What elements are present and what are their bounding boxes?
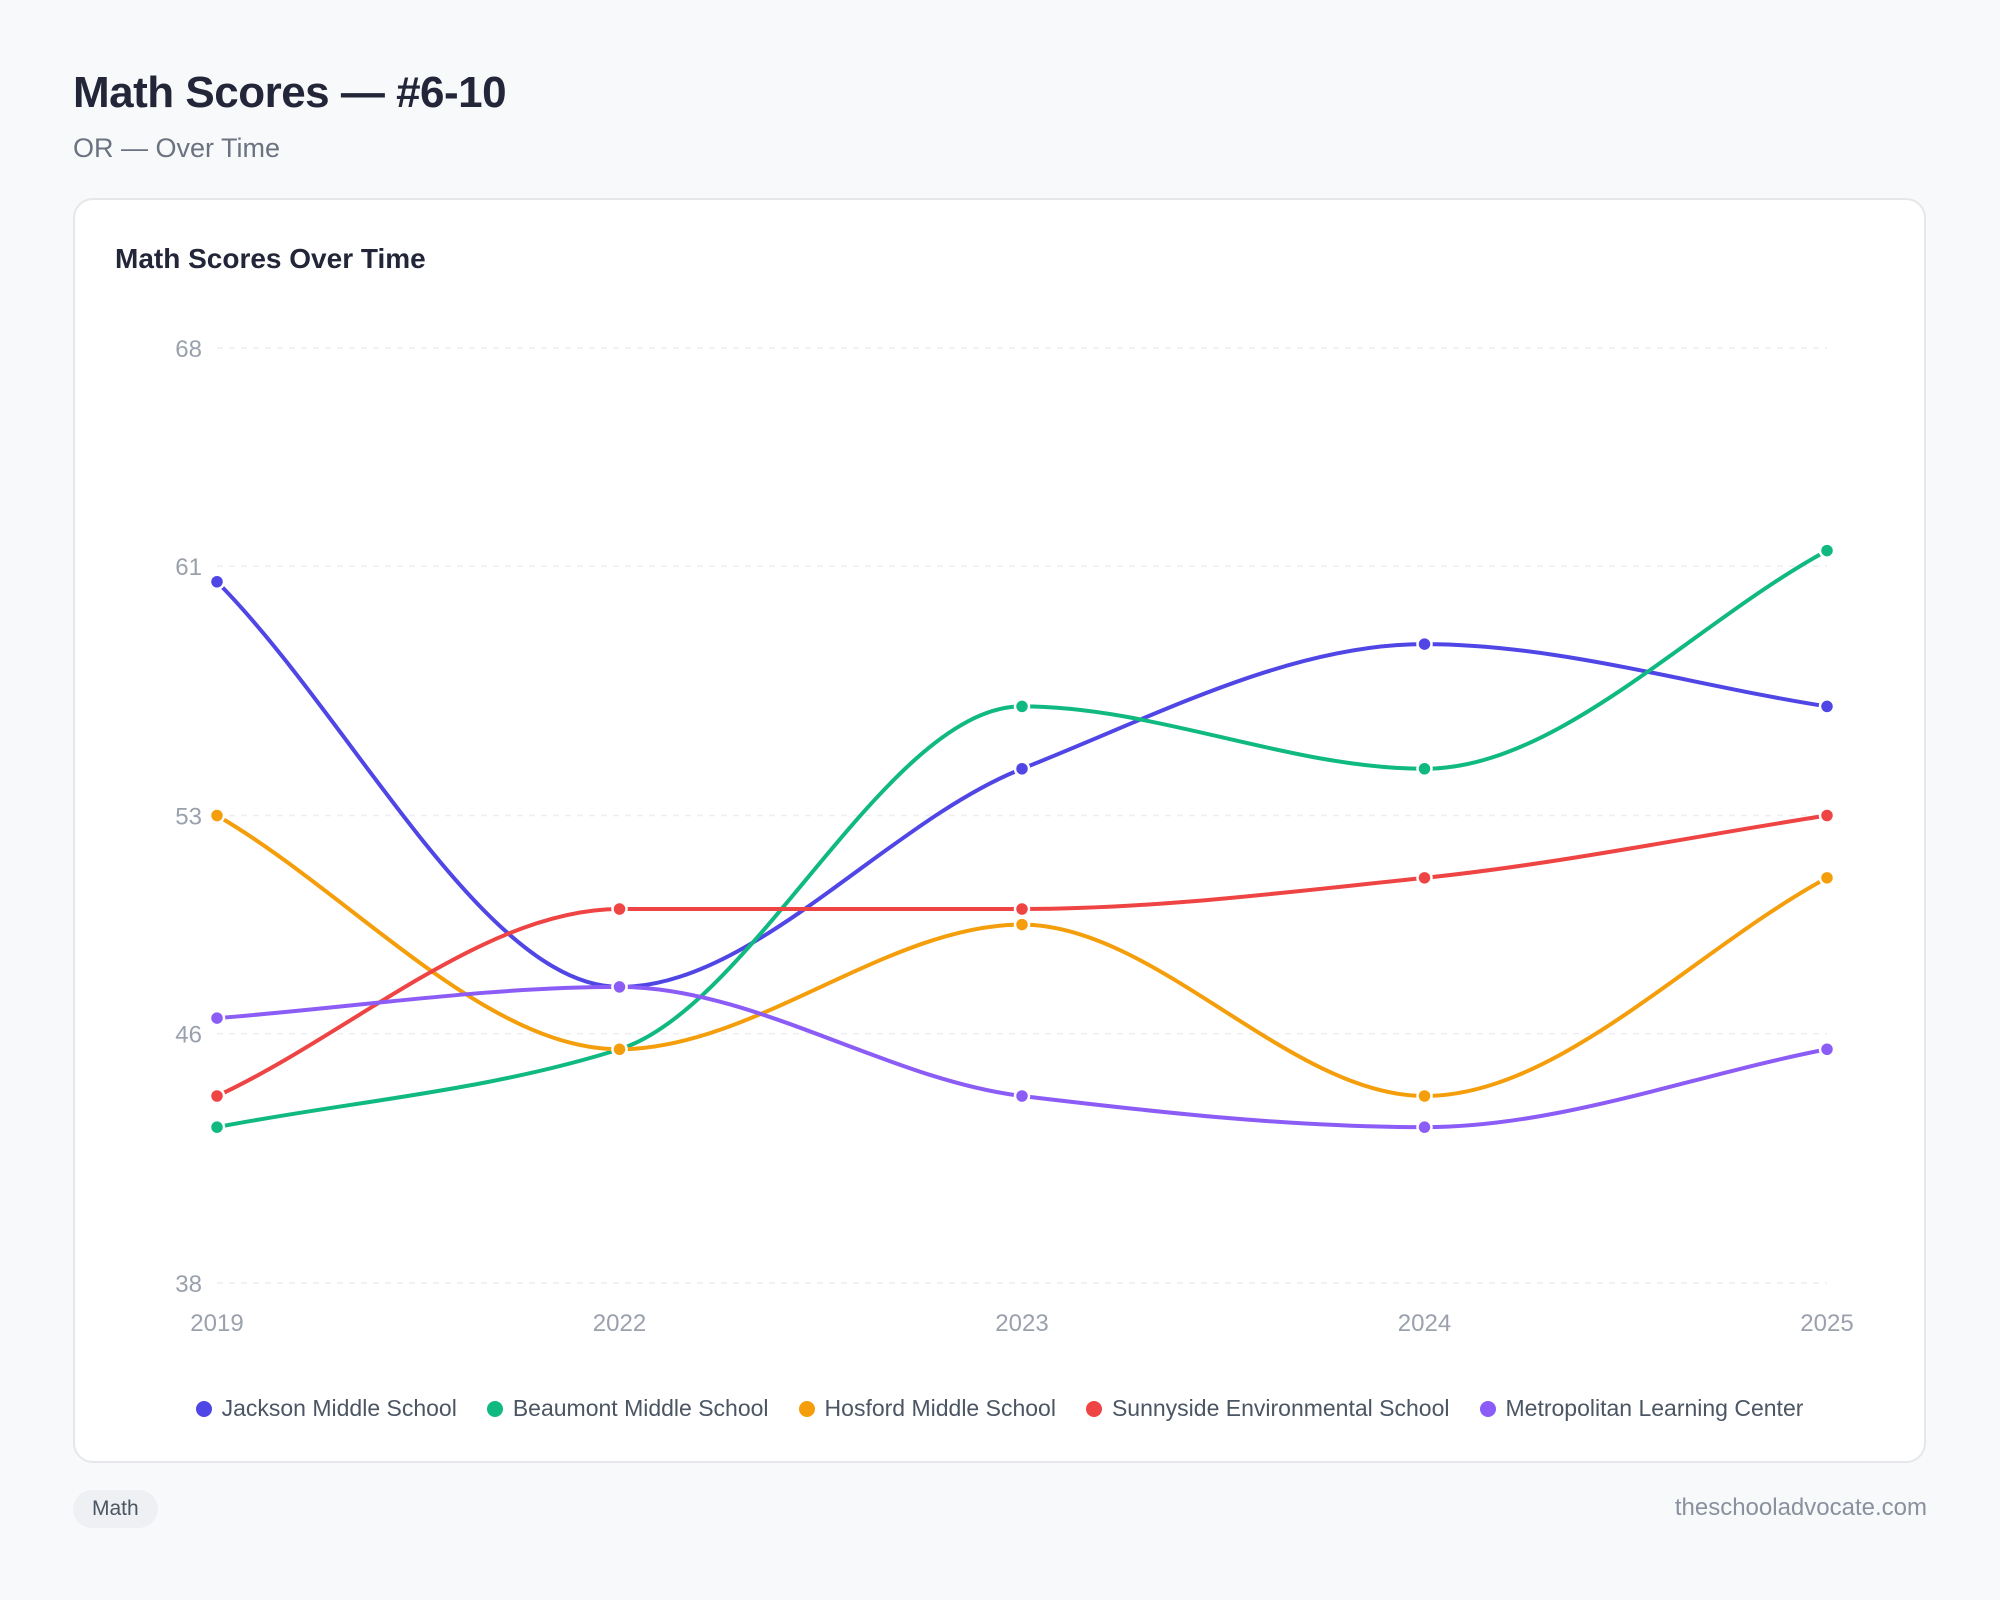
data-point — [1416, 869, 1433, 887]
data-point — [1416, 1087, 1433, 1105]
data-point — [208, 1009, 226, 1027]
x-tick-label: 2025 — [1800, 1310, 1853, 1337]
series-line — [215, 579, 1829, 989]
data-point — [1416, 635, 1433, 653]
data-point — [208, 1087, 226, 1105]
site-credit[interactable]: theschooladvocate.com — [1674, 1494, 1927, 1521]
y-tick-label: 38 — [175, 1271, 202, 1298]
legend-dot-icon — [195, 1400, 212, 1417]
series-line — [215, 813, 1829, 1098]
chart-legend: Jackson Middle School Beaumont Middle Sch… — [75, 1395, 1924, 1422]
line-chart: 38 46 53 61 68 2019 2022 2023 2024 2025 — [175, 336, 1853, 1337]
data-point — [1416, 760, 1433, 777]
legend-dot-icon — [1479, 1400, 1496, 1417]
data-point — [208, 573, 226, 590]
legend-label: Beaumont Middle School — [512, 1395, 769, 1421]
chart-title: Math Scores Over Time — [115, 243, 426, 274]
legend-dot-icon — [486, 1400, 503, 1417]
data-point — [611, 978, 628, 996]
data-point — [611, 1041, 628, 1058]
legend-dot-icon — [798, 1400, 815, 1417]
data-point — [1818, 807, 1836, 824]
subject-tag[interactable]: Math — [73, 1490, 158, 1528]
data-point — [1013, 1087, 1031, 1105]
data-point — [1818, 869, 1836, 887]
legend-item[interactable]: Beaumont Middle School — [486, 1395, 769, 1422]
page-title: Math Scores — #6-10 — [73, 68, 507, 117]
data-point — [611, 900, 628, 918]
data-point — [1013, 916, 1031, 933]
page-subtitle: OR — Over Time — [73, 133, 281, 163]
legend-item[interactable]: Sunnyside Environmental School — [1085, 1395, 1450, 1422]
x-tick-label: 2024 — [1398, 1310, 1451, 1337]
y-tick-label: 53 — [175, 804, 202, 831]
data-point — [208, 807, 226, 824]
data-point — [1818, 1041, 1836, 1058]
chart-card: Math Scores Over Time 38 46 53 61 68 2019 2022… — [73, 198, 1926, 1463]
y-tick-label: 68 — [175, 336, 202, 363]
legend-label: Sunnyside Environmental School — [1111, 1395, 1450, 1421]
legend-label: Hosford Middle School — [824, 1395, 1056, 1421]
x-tick-label: 2023 — [995, 1310, 1048, 1337]
legend-item[interactable]: Jackson Middle School — [195, 1395, 457, 1422]
series-line — [215, 984, 1829, 1130]
x-tick-label: 2022 — [593, 1310, 646, 1337]
data-point — [1818, 542, 1836, 559]
legend-label: Metropolitan Learning Center — [1505, 1395, 1804, 1421]
legend-dot-icon — [1085, 1400, 1102, 1417]
legend-label: Jackson Middle School — [221, 1395, 457, 1421]
y-tick-label: 61 — [175, 554, 202, 581]
legend-item[interactable]: Metropolitan Learning Center — [1479, 1395, 1804, 1422]
data-point — [1013, 760, 1031, 777]
x-tick-label: 2019 — [190, 1310, 243, 1337]
data-point — [1416, 1118, 1433, 1136]
legend-item[interactable]: Hosford Middle School — [798, 1395, 1056, 1422]
data-point — [1818, 698, 1836, 715]
data-point — [1013, 698, 1031, 715]
y-tick-label: 46 — [175, 1022, 202, 1049]
data-point — [1013, 900, 1031, 918]
data-point — [208, 1118, 226, 1136]
